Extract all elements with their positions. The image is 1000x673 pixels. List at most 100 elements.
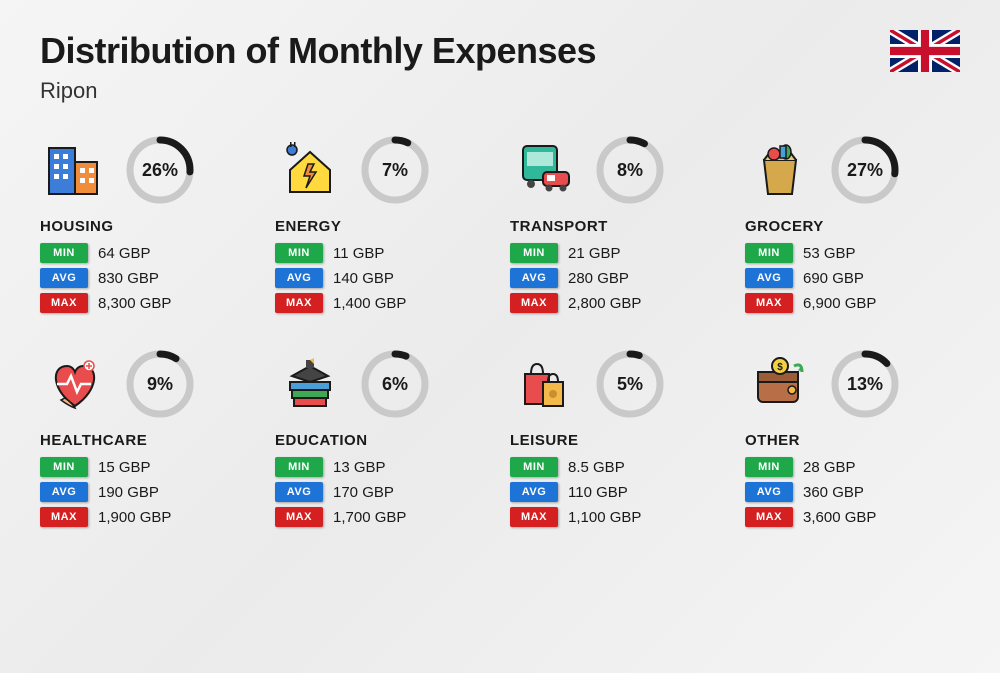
- max-badge: MAX: [510, 507, 558, 527]
- stat-max: MAX 1,100 GBP: [510, 507, 725, 527]
- min-badge: MIN: [275, 457, 323, 477]
- max-badge: MAX: [40, 507, 88, 527]
- avg-value: 140 GBP: [333, 270, 394, 287]
- min-value: 15 GBP: [98, 459, 151, 476]
- percent-label: 13%: [829, 348, 901, 420]
- min-badge: MIN: [510, 457, 558, 477]
- avg-badge: AVG: [40, 482, 88, 502]
- min-value: 28 GBP: [803, 459, 856, 476]
- page-title: Distribution of Monthly Expenses: [40, 30, 596, 72]
- expense-card-education: 6% EDUCATION MIN 13 GBP AVG 170 GBP MAX …: [275, 348, 490, 532]
- category-name: TRANSPORT: [510, 218, 725, 235]
- category-name: OTHER: [745, 432, 960, 449]
- percent-ring: 7%: [359, 134, 431, 206]
- max-badge: MAX: [745, 293, 793, 313]
- avg-value: 690 GBP: [803, 270, 864, 287]
- min-value: 11 GBP: [333, 245, 384, 262]
- stat-max: MAX 2,800 GBP: [510, 293, 725, 313]
- stat-max: MAX 3,600 GBP: [745, 507, 960, 527]
- percent-label: 7%: [359, 134, 431, 206]
- category-name: GROCERY: [745, 218, 960, 235]
- min-value: 8.5 GBP: [568, 459, 625, 476]
- avg-badge: AVG: [510, 268, 558, 288]
- transport-icon: [510, 135, 580, 205]
- avg-badge: AVG: [40, 268, 88, 288]
- max-badge: MAX: [275, 507, 323, 527]
- min-badge: MIN: [745, 243, 793, 263]
- stat-avg: AVG 170 GBP: [275, 482, 490, 502]
- avg-badge: AVG: [275, 482, 323, 502]
- max-value: 1,100 GBP: [568, 509, 641, 526]
- max-badge: MAX: [510, 293, 558, 313]
- min-badge: MIN: [510, 243, 558, 263]
- max-value: 6,900 GBP: [803, 295, 876, 312]
- expense-grid: 26% HOUSING MIN 64 GBP AVG 830 GBP MAX 8…: [40, 134, 960, 532]
- expense-card-energy: 7% ENERGY MIN 11 GBP AVG 140 GBP MAX 1,4…: [275, 134, 490, 318]
- stat-avg: AVG 690 GBP: [745, 268, 960, 288]
- education-icon: [275, 349, 345, 419]
- max-badge: MAX: [745, 507, 793, 527]
- stat-max: MAX 8,300 GBP: [40, 293, 255, 313]
- min-value: 64 GBP: [98, 245, 151, 262]
- min-badge: MIN: [40, 457, 88, 477]
- percent-ring: 27%: [829, 134, 901, 206]
- expense-card-transport: 8% TRANSPORT MIN 21 GBP AVG 280 GBP MAX …: [510, 134, 725, 318]
- max-value: 1,700 GBP: [333, 509, 406, 526]
- stat-avg: AVG 360 GBP: [745, 482, 960, 502]
- stat-min: MIN 53 GBP: [745, 243, 960, 263]
- avg-value: 110 GBP: [568, 484, 628, 501]
- housing-icon: [40, 135, 110, 205]
- percent-label: 5%: [594, 348, 666, 420]
- avg-value: 280 GBP: [568, 270, 629, 287]
- percent-label: 6%: [359, 348, 431, 420]
- category-name: HOUSING: [40, 218, 255, 235]
- stat-min: MIN 64 GBP: [40, 243, 255, 263]
- expense-card-grocery: 27% GROCERY MIN 53 GBP AVG 690 GBP MAX 6…: [745, 134, 960, 318]
- avg-value: 360 GBP: [803, 484, 864, 501]
- avg-badge: AVG: [745, 482, 793, 502]
- percent-label: 27%: [829, 134, 901, 206]
- avg-value: 830 GBP: [98, 270, 159, 287]
- stat-min: MIN 13 GBP: [275, 457, 490, 477]
- max-value: 1,900 GBP: [98, 509, 171, 526]
- stat-min: MIN 15 GBP: [40, 457, 255, 477]
- percent-ring: 13%: [829, 348, 901, 420]
- category-name: LEISURE: [510, 432, 725, 449]
- category-name: EDUCATION: [275, 432, 490, 449]
- stat-max: MAX 1,900 GBP: [40, 507, 255, 527]
- percent-label: 8%: [594, 134, 666, 206]
- min-value: 21 GBP: [568, 245, 621, 262]
- other-icon: $: [745, 349, 815, 419]
- max-value: 8,300 GBP: [98, 295, 171, 312]
- page-location: Ripon: [40, 78, 596, 104]
- percent-ring: 5%: [594, 348, 666, 420]
- avg-badge: AVG: [745, 268, 793, 288]
- min-badge: MIN: [40, 243, 88, 263]
- flag-icon: [890, 30, 960, 72]
- stat-avg: AVG 110 GBP: [510, 482, 725, 502]
- percent-label: 26%: [124, 134, 196, 206]
- leisure-icon: [510, 349, 580, 419]
- stat-avg: AVG 190 GBP: [40, 482, 255, 502]
- category-name: ENERGY: [275, 218, 490, 235]
- healthcare-icon: [40, 349, 110, 419]
- max-value: 1,400 GBP: [333, 295, 406, 312]
- expense-card-other: $ 13% OTHER MIN 28 GBP AVG 360 GBP MAX 3…: [745, 348, 960, 532]
- stat-min: MIN 28 GBP: [745, 457, 960, 477]
- stat-avg: AVG 140 GBP: [275, 268, 490, 288]
- stat-max: MAX 6,900 GBP: [745, 293, 960, 313]
- stat-min: MIN 21 GBP: [510, 243, 725, 263]
- category-name: HEALTHCARE: [40, 432, 255, 449]
- stat-max: MAX 1,400 GBP: [275, 293, 490, 313]
- max-badge: MAX: [40, 293, 88, 313]
- max-badge: MAX: [275, 293, 323, 313]
- stat-avg: AVG 280 GBP: [510, 268, 725, 288]
- expense-card-healthcare: 9% HEALTHCARE MIN 15 GBP AVG 190 GBP MAX…: [40, 348, 255, 532]
- stat-avg: AVG 830 GBP: [40, 268, 255, 288]
- min-badge: MIN: [275, 243, 323, 263]
- title-block: Distribution of Monthly Expenses Ripon: [40, 30, 596, 104]
- stat-min: MIN 8.5 GBP: [510, 457, 725, 477]
- grocery-icon: [745, 135, 815, 205]
- percent-ring: 26%: [124, 134, 196, 206]
- avg-badge: AVG: [510, 482, 558, 502]
